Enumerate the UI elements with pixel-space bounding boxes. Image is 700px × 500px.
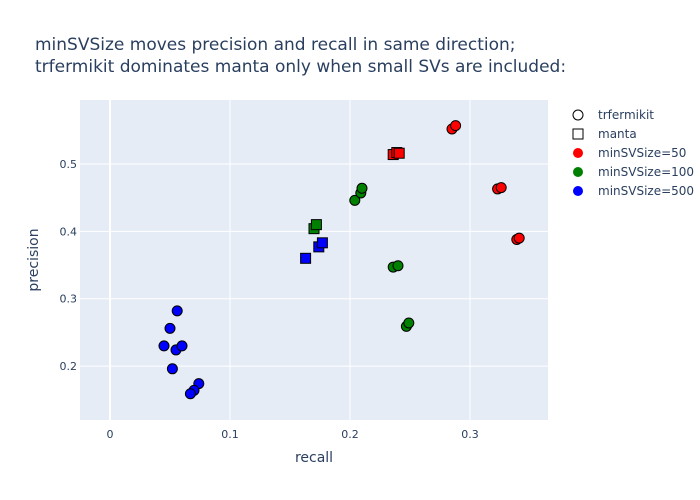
point-trfermikit-minSVSize100[interactable] <box>392 260 404 272</box>
point-trfermikit-minSVSize500[interactable] <box>171 305 183 317</box>
y-tick-label: 0.5 <box>60 158 78 171</box>
point-manta-minSVSize50[interactable] <box>393 147 405 159</box>
y-tick-label: 0.4 <box>60 225 78 238</box>
y-tick-label: 0.2 <box>60 360 78 373</box>
point-trfermikit-minSVSize500[interactable] <box>176 340 188 352</box>
point-manta-minSVSize500[interactable] <box>316 237 328 249</box>
x-tick-label: 0.1 <box>221 428 239 441</box>
legend-circle-marker <box>573 148 583 158</box>
point-trfermikit-minSVSize50[interactable] <box>495 182 507 194</box>
x-tick-label: 0.2 <box>341 428 359 441</box>
point-trfermikit-minSVSize500[interactable] <box>164 322 176 334</box>
point-trfermikit-minSVSize500[interactable] <box>184 388 196 400</box>
legend-circle-marker <box>573 186 583 196</box>
axis-ticks: 0 0.1 0.2 0.3 0.2 0.3 0.4 0.5 <box>60 158 479 441</box>
point-trfermikit-minSVSize100[interactable] <box>403 317 415 329</box>
x-axis-title: recall <box>295 450 333 466</box>
point-trfermikit-minSVSize500[interactable] <box>166 363 178 375</box>
legend-label[interactable]: minSVSize=100 <box>598 165 694 179</box>
legend-label[interactable]: minSVSize=50 <box>598 146 686 160</box>
point-manta-minSVSize500[interactable] <box>300 252 312 264</box>
point-trfermikit-minSVSize50[interactable] <box>450 120 462 132</box>
legend-circle-marker <box>573 167 583 177</box>
point-trfermikit-minSVSize100[interactable] <box>349 194 361 206</box>
point-trfermikit-minSVSize50[interactable] <box>513 232 525 244</box>
legend[interactable]: trfermikit manta minSVSize=50 minSVSize=100… <box>572 108 694 198</box>
legend-circle-marker <box>572 109 584 121</box>
point-trfermikit-minSVSize500[interactable] <box>158 340 170 352</box>
y-tick-label: 0.3 <box>60 293 78 306</box>
legend-square-marker <box>572 128 584 140</box>
chart-title-line-1: minSVSize moves precision and recall in … <box>35 35 516 55</box>
data-points <box>158 120 525 400</box>
legend-label[interactable]: minSVSize=500 <box>598 184 694 198</box>
x-tick-label: 0 <box>107 428 114 441</box>
y-axis-title: precision <box>26 228 42 291</box>
legend-label[interactable]: trfermikit <box>598 108 654 122</box>
point-trfermikit-minSVSize100[interactable] <box>356 182 368 194</box>
chart-title-line-2: trfermikit dominates manta only when sma… <box>35 57 566 77</box>
plot-area <box>80 100 548 420</box>
legend-label[interactable]: manta <box>598 127 637 141</box>
point-manta-minSVSize100[interactable] <box>310 219 322 231</box>
x-tick-label: 0.3 <box>461 428 479 441</box>
